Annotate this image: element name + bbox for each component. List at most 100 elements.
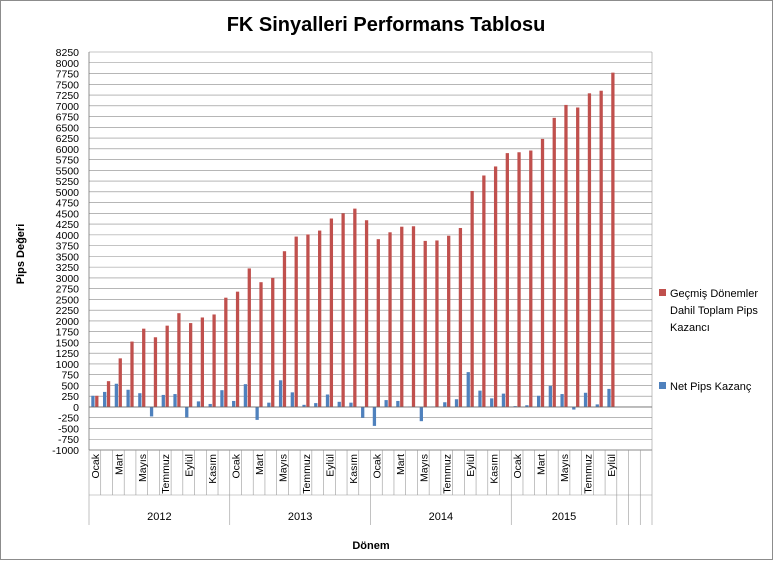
x-tick-label: Eylül: [324, 454, 336, 477]
bar-total-pips: [318, 230, 322, 407]
x-tick-label: Temmuz: [442, 454, 454, 494]
x-tick-label: Ocak: [231, 453, 243, 478]
bar-total-pips: [165, 325, 169, 407]
bar-net-pips: [185, 406, 189, 418]
bar-total-pips: [106, 381, 111, 407]
y-tick-label: 6000: [56, 144, 80, 156]
bar-net-pips: [560, 394, 564, 407]
bar-total-pips: [153, 337, 158, 407]
bar-total-pips: [130, 341, 134, 407]
legend-swatch-net: [659, 382, 666, 389]
y-tick-label: 8000: [56, 58, 80, 70]
bar-total-pips: [435, 240, 439, 407]
bar-total-pips: [423, 240, 427, 407]
bar-total-pips: [470, 190, 474, 407]
bar-net-pips: [384, 400, 388, 407]
bar-total-pips: [458, 227, 463, 407]
bar-net-pips: [372, 406, 377, 426]
bar-total-pips: [177, 313, 181, 407]
bar-net-pips: [314, 403, 318, 407]
y-tick-label: 5250: [56, 176, 80, 188]
bar-net-pips: [220, 390, 224, 407]
bar-net-pips: [278, 380, 283, 407]
bar-net-pips: [419, 406, 423, 422]
legend-label-line: Kazancı: [670, 322, 710, 334]
y-tick-label: 5000: [56, 187, 80, 199]
legend-swatch-total: [659, 289, 666, 296]
bar-net-pips: [325, 394, 330, 407]
y-tick-labels: -1000-750-500-25002505007501000125015001…: [52, 47, 79, 457]
bar-net-pips: [173, 394, 177, 407]
bar-net-pips: [103, 391, 107, 407]
bar-total-pips: [564, 104, 568, 407]
y-tick-label: 3250: [56, 262, 80, 274]
bar-total-pips: [294, 236, 298, 407]
x-tick-label: Temmuz: [301, 454, 313, 494]
bar-net-pips: [466, 372, 470, 407]
bar-total-pips: [282, 251, 287, 407]
y-tick-label: 8250: [56, 47, 80, 59]
y-tick-label: 0: [73, 402, 79, 414]
y-tick-label: -1000: [52, 445, 79, 457]
bar-net-pips: [232, 400, 236, 407]
x-tick-label: Temmuz: [160, 454, 172, 494]
bar-total-pips: [599, 90, 603, 407]
y-tick-label: 4250: [56, 219, 80, 231]
y-tick-label: 5500: [56, 165, 80, 177]
x-tick-label: Kasım: [489, 454, 501, 484]
bar-total-pips: [306, 234, 310, 407]
x-category-labels: Ocak Mart Mayıs Temmuz Eylül Kasım Ocak Mart May…: [88, 450, 653, 525]
y-tick-label: 4750: [56, 198, 80, 210]
chart-title: FK Sinyalleri Performans Tablosu: [227, 14, 546, 36]
bar-net-pips: [396, 400, 400, 407]
y-axis-label: Pips Değeri: [15, 224, 27, 285]
legend: Geçmiş Dönemler Dahil Toplam Pips Kazancı …: [659, 288, 758, 393]
bar-total-pips: [364, 220, 369, 407]
bar-net-pips: [478, 390, 482, 407]
y-tick-label: 7750: [56, 69, 80, 81]
bar-total-pips: [400, 226, 404, 407]
bar-total-pips: [247, 268, 251, 407]
y-tick-label: -500: [58, 423, 79, 435]
bar-net-pips: [255, 406, 259, 420]
bar-total-pips: [235, 291, 240, 407]
bar-net-pips: [490, 398, 494, 407]
y-tick-label: 250: [61, 391, 79, 403]
x-axis-label: Dönem: [352, 540, 390, 552]
series-total-pips-bars: [95, 72, 615, 407]
y-tick-label: 1250: [56, 348, 80, 360]
x-tick-label: Eylül: [465, 454, 477, 477]
legend-label-line: Geçmiş Dönemler: [670, 288, 758, 300]
bar-net-pips: [513, 406, 517, 407]
x-tick-label: Mart: [395, 454, 407, 475]
y-tick-label: 1000: [56, 359, 80, 371]
bar-total-pips: [376, 239, 380, 407]
legend-label-total: Geçmiş Dönemler Dahil Toplam Pips Kazancı: [670, 288, 758, 334]
bar-net-pips: [361, 406, 365, 418]
bar-net-pips: [243, 384, 248, 407]
x-tick-label: Ocak: [371, 453, 383, 478]
bar-net-pips: [126, 389, 130, 407]
y-tick-label: 4000: [56, 230, 80, 242]
legend-label-line: Dahil Toplam Pips: [670, 305, 758, 317]
bar-net-pips: [583, 392, 588, 407]
bar-total-pips: [587, 93, 592, 407]
x-tick-label: Mayıs: [418, 454, 430, 482]
y-tick-label: 7500: [56, 79, 80, 91]
bar-total-pips: [493, 166, 498, 407]
x-tick-label: Kasım: [207, 454, 219, 484]
x-tick-label: Mayıs: [559, 454, 571, 482]
grid-lines: [89, 51, 652, 451]
bar-total-pips: [411, 226, 416, 407]
bar-net-pips: [161, 394, 165, 407]
bar-net-pips: [501, 393, 506, 407]
x-tick-label: Mayıs: [278, 454, 290, 482]
y-tick-label: 500: [61, 380, 79, 392]
y-tick-label: 1500: [56, 337, 80, 349]
bar-total-pips: [329, 218, 334, 407]
bar-total-pips: [341, 213, 345, 407]
legend-label-net: Net Pips Kazanç: [670, 381, 752, 393]
bar-total-pips: [353, 208, 357, 407]
bar-total-pips: [224, 297, 228, 407]
bar-total-pips: [388, 232, 392, 407]
